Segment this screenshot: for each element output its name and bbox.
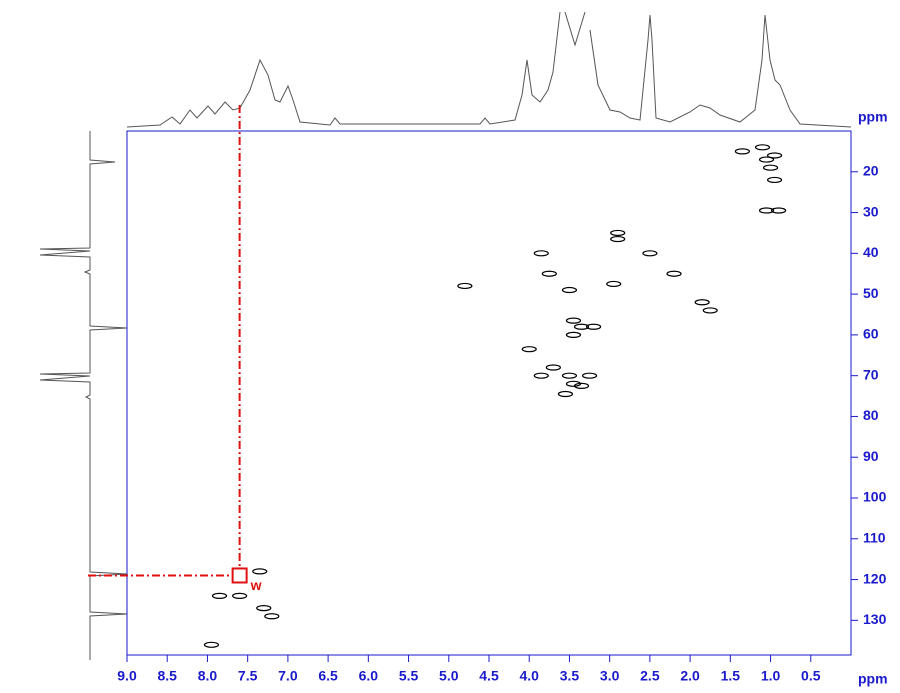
x-tick-label: 8.5: [157, 668, 177, 684]
cross-peak: [754, 144, 771, 151]
y-tick-label: 70: [863, 366, 879, 382]
cross-peak: [457, 282, 473, 290]
cross-peak: [545, 364, 561, 371]
x-tick-label: 4.0: [519, 668, 539, 684]
x-tick-label: 6.0: [359, 668, 379, 684]
x-tick-label: 2.5: [640, 668, 660, 684]
cross-peak: [758, 207, 775, 214]
carbon-projection: [39, 131, 128, 660]
proton-projection: [126, 11, 852, 128]
x-tick-label: 5.5: [399, 668, 419, 684]
x-tick-label: 5.0: [439, 668, 459, 684]
cross-peak: [565, 331, 582, 338]
y-tick-label: 100: [863, 489, 887, 505]
cross-peak: [762, 164, 779, 171]
x-tick-label: 1.5: [721, 668, 741, 684]
y-tick-label: 120: [863, 570, 887, 586]
cross-peak: [211, 592, 228, 599]
cross-peak: [610, 235, 626, 243]
cross-peak: [573, 382, 590, 389]
y-tick-label: 90: [863, 448, 879, 464]
cross-peak: [573, 323, 590, 330]
cross-peak: [766, 152, 783, 159]
cross-peak: [264, 613, 280, 620]
cross-peak: [666, 270, 682, 277]
cross-peak: [734, 148, 751, 155]
x-tick-label: 3.5: [560, 668, 580, 684]
cross-peak: [203, 641, 220, 648]
cross-peak: [770, 207, 787, 214]
plot-frame: [126, 130, 852, 656]
y-tick-label: 20: [863, 162, 879, 178]
cross-peak: [521, 346, 537, 353]
y-tick-label: 130: [863, 611, 887, 627]
cross-peak: [561, 286, 578, 294]
cross-peak: [557, 390, 574, 398]
cross-peak: [610, 229, 626, 237]
x-tick-label: 3.0: [600, 668, 620, 684]
x-tick-label: 0.5: [801, 668, 821, 684]
x-tick-label: 9.0: [117, 668, 137, 684]
cross-peak: [533, 250, 549, 257]
y-tick-label: 60: [863, 326, 879, 342]
y-tick-label: 40: [863, 244, 879, 260]
cross-peak: [533, 372, 549, 379]
y-tick-label: 80: [863, 407, 879, 423]
cross-peak: [702, 307, 718, 314]
marker-label: w: [250, 577, 262, 593]
marker-box: [231, 567, 248, 584]
x-tick-label: 1.0: [761, 668, 781, 684]
y-axis-unit: ppm: [858, 109, 888, 125]
cross-peak: [581, 372, 598, 379]
cross-peak: [256, 605, 272, 612]
cross-peak: [252, 568, 268, 575]
y-tick-label: 30: [863, 203, 879, 219]
y-tick-label: 110: [863, 529, 886, 545]
x-tick-label: 7.0: [278, 668, 298, 684]
x-tick-label: 7.5: [238, 668, 258, 684]
cross-peak: [561, 372, 578, 379]
cross-peak: [758, 156, 775, 163]
cross-peak: [606, 280, 622, 288]
cross-peak: [565, 317, 582, 324]
x-tick-label: 2.0: [680, 668, 700, 684]
cross-peak: [642, 250, 658, 257]
x-tick-label: 8.0: [198, 668, 218, 684]
cross-peak: [694, 299, 710, 306]
y-tick-label: 50: [863, 285, 879, 301]
cross-peak: [585, 323, 602, 330]
cross-peak: [766, 176, 783, 184]
x-tick-label: 4.5: [479, 668, 499, 684]
x-tick-label: 6.5: [318, 668, 338, 684]
cross-peak: [232, 592, 248, 599]
cross-peak: [541, 270, 557, 277]
x-axis-unit: ppm: [858, 671, 888, 687]
